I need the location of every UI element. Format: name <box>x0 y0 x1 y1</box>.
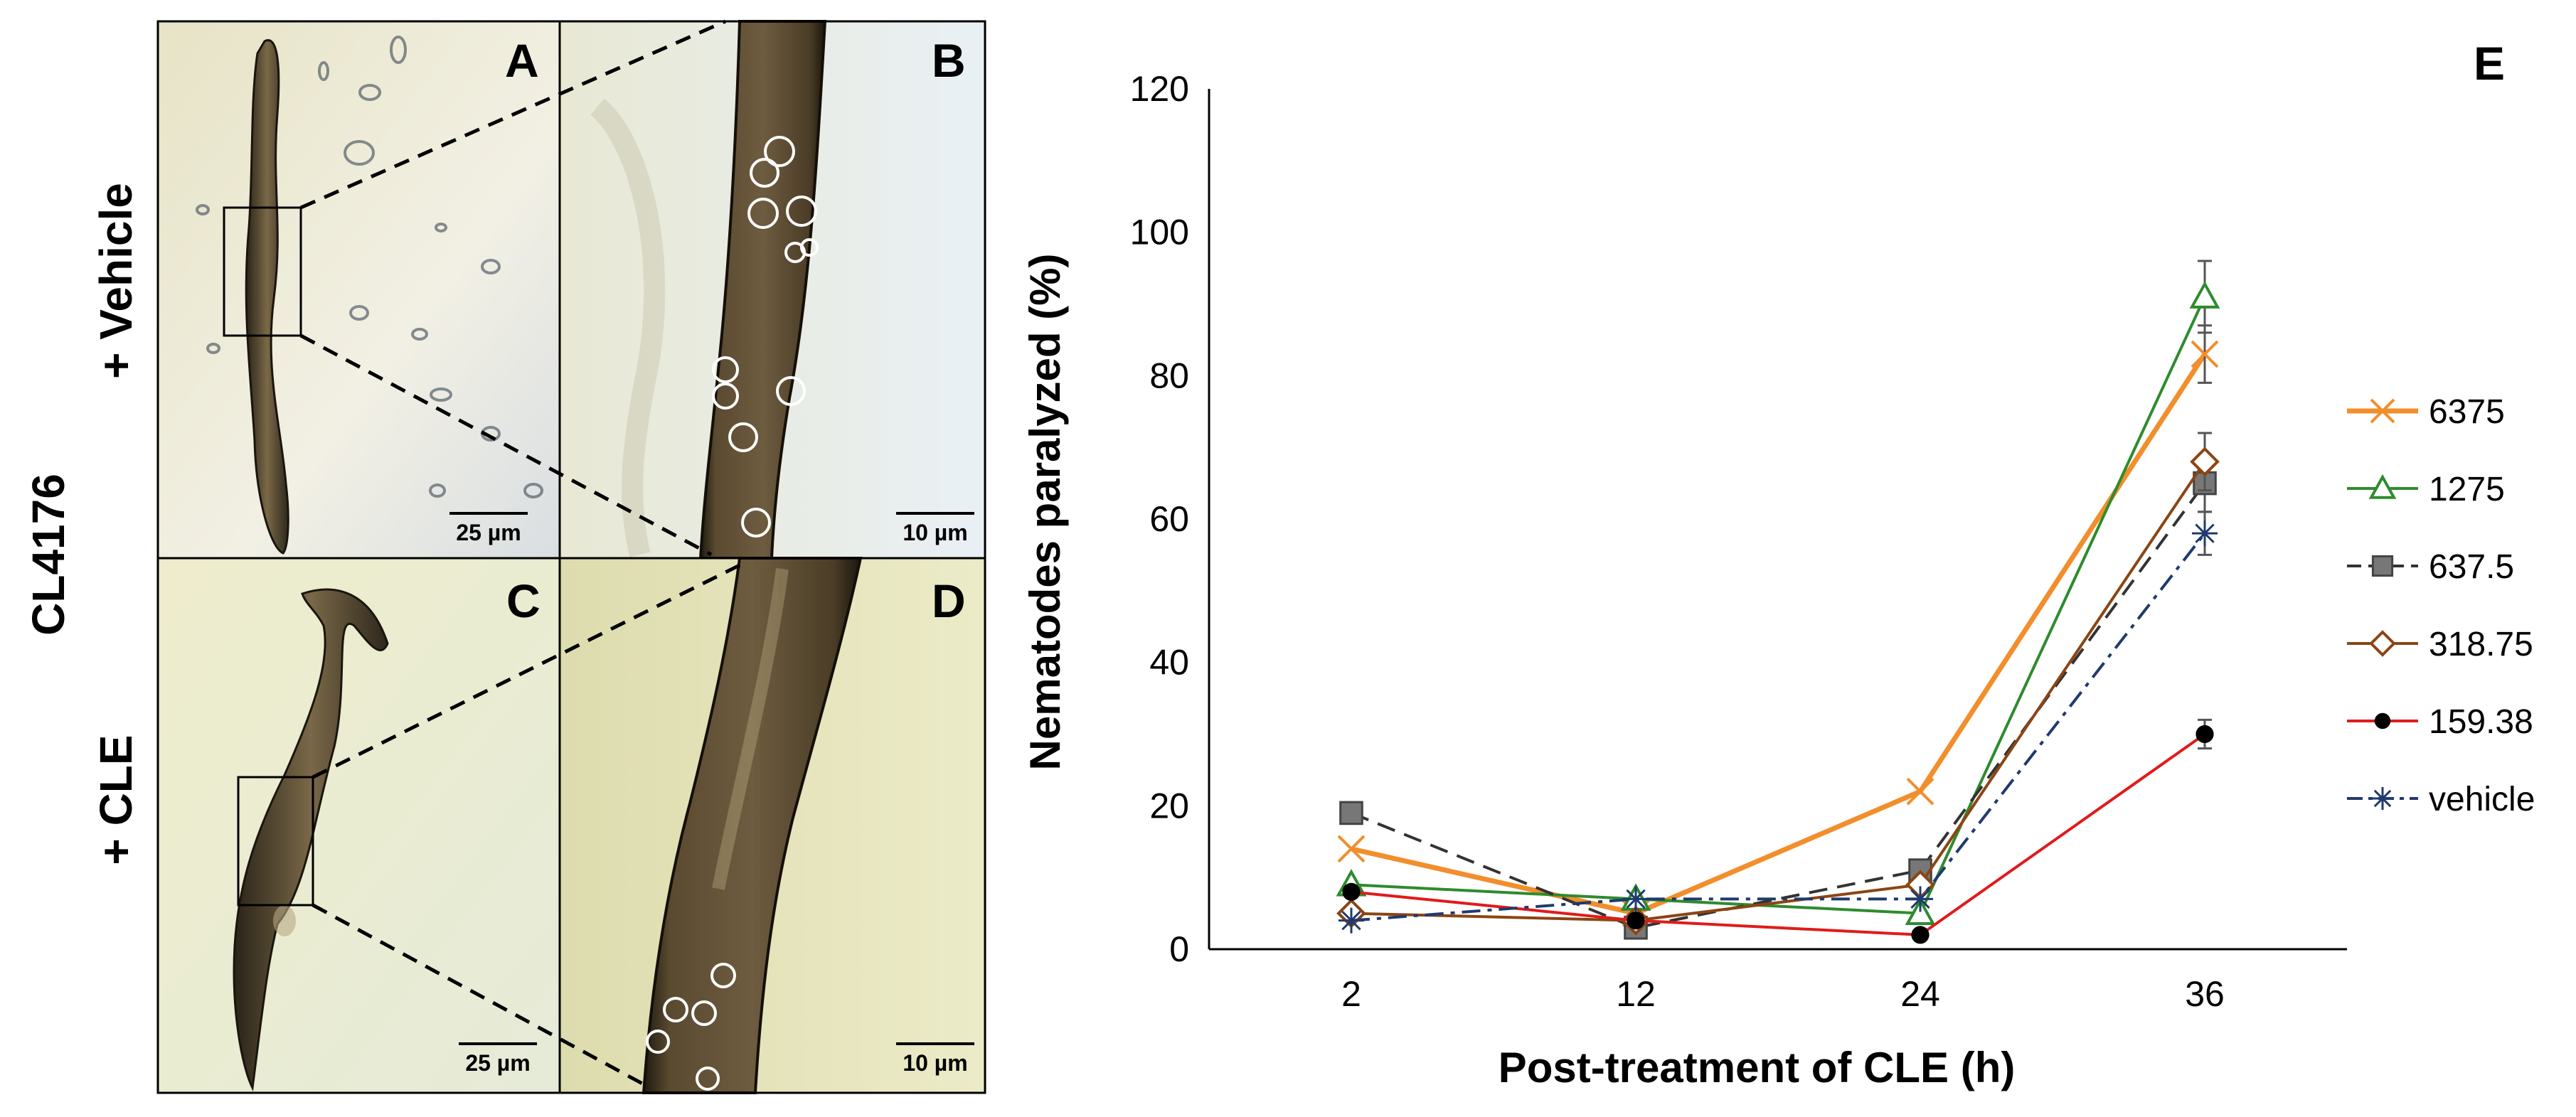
data-point <box>1911 926 1930 944</box>
panel-frames <box>156 20 986 1094</box>
worm-whole-vehicle <box>245 39 289 555</box>
data-point <box>1906 777 1934 806</box>
legend-label: 1275 <box>2429 471 2505 508</box>
micrograph-panel-c: 25 µm C <box>158 558 560 1093</box>
data-point <box>2190 447 2220 477</box>
panel-letter-d: D <box>932 574 966 627</box>
scale-bar-a: 25 µm <box>456 520 521 545</box>
legend-item-159.38: 159.38 <box>2347 703 2533 741</box>
row-label-vehicle: + Vehicle <box>90 183 142 379</box>
strain-label: CL4176 <box>23 474 74 636</box>
x-axis: 2 12 24 36 <box>1209 948 2347 1014</box>
y-tick-label: 120 <box>1130 69 1189 109</box>
data-point <box>2191 340 2219 368</box>
data-point <box>1623 886 1649 912</box>
series-line-1275 <box>1351 296 2206 915</box>
scale-bar-b: 10 µm <box>903 520 967 545</box>
series-637.5 <box>1339 453 2217 940</box>
scale-bar-d: 10 µm <box>903 1050 967 1076</box>
micrograph-panel-a: 25 µm A <box>158 21 560 558</box>
legend-marker <box>2371 787 2394 810</box>
data-point <box>1339 801 1363 825</box>
x-tick-label: 24 <box>1900 974 1940 1014</box>
legend-marker <box>2370 398 2395 424</box>
legend-item-vehicle: vehicle <box>2347 781 2535 818</box>
x-axis-title: Post-treatment of CLE (h) <box>1499 1044 2016 1091</box>
y-tick-label: 0 <box>1169 929 1189 969</box>
legend-label: 318.75 <box>2429 626 2533 663</box>
panel-letter-a: A <box>505 34 539 87</box>
legend-item-318.75: 318.75 <box>2347 626 2533 663</box>
zoom-box-c <box>237 776 314 907</box>
x-tick-label: 2 <box>1341 974 1361 1014</box>
series-line-6375 <box>1351 353 2207 916</box>
series-line-vehicle <box>1351 532 2206 922</box>
panel-letter-c: C <box>506 574 541 627</box>
data-point <box>1342 882 1361 901</box>
panel-letter-e: E <box>2474 37 2505 90</box>
line-chart: E 0 20 40 60 80 100 120 2 12 24 36 Nematodes para… <box>1021 37 2535 1091</box>
data-point <box>1907 886 1933 912</box>
y-tick-label: 60 <box>1149 499 1189 539</box>
y-axis: 0 20 40 60 80 100 120 <box>1130 69 1210 969</box>
legend-item-6375: 6375 <box>2347 393 2505 431</box>
data-point <box>1905 897 1936 925</box>
series-1275 <box>1336 260 2220 925</box>
scale-bar-c: 25 µm <box>465 1050 530 1076</box>
y-axis-title: Nematodes paralyzed (%) <box>1021 254 1069 771</box>
x-tick-label: 12 <box>1616 974 1656 1014</box>
micrograph-labels: CL4176 + Vehicle + CLE <box>23 183 142 865</box>
legend-marker <box>2371 555 2394 577</box>
x-tick-label: 36 <box>2185 974 2225 1014</box>
plot-series <box>1336 260 2220 944</box>
series-159.38 <box>1342 718 2214 944</box>
series-line-318.75 <box>1351 461 2206 922</box>
zoom-connectors <box>299 19 748 1086</box>
y-tick-label: 20 <box>1149 786 1189 825</box>
series-line-637.5 <box>1351 482 2206 929</box>
aggregate-circle <box>764 136 795 167</box>
data-point <box>1338 907 1364 934</box>
data-point <box>1337 835 1366 863</box>
legend-marker <box>2374 712 2391 729</box>
series-vehicle <box>1338 511 2218 934</box>
legend-item-637.5: 637.5 <box>2347 548 2514 586</box>
series-318.75 <box>1336 432 2220 936</box>
legend-label: 159.38 <box>2429 703 2533 741</box>
legend: 6375 1275 637.5 318.75 159.38 vehicle <box>2347 393 2535 818</box>
y-tick-label: 100 <box>1130 213 1189 252</box>
series-line-159.38 <box>1351 732 2206 936</box>
micrograph-panel-d: 10 µm D <box>560 557 985 1094</box>
zoom-box-a <box>223 206 302 337</box>
legend-label: vehicle <box>2429 781 2535 818</box>
micrograph-panel-b: 10 µm B <box>560 20 985 560</box>
y-tick-label: 40 <box>1149 643 1189 683</box>
legend-item-1275: 1275 <box>2347 471 2505 508</box>
panel-letter-b: B <box>932 34 966 87</box>
data-point <box>2192 520 2218 547</box>
y-tick-label: 80 <box>1149 356 1189 395</box>
legend-marker <box>2368 474 2397 499</box>
data-point <box>2189 281 2220 309</box>
row-label-cle: + CLE <box>90 734 142 865</box>
series-6375 <box>1337 324 2219 927</box>
data-point <box>1627 912 1645 930</box>
legend-label: 6375 <box>2429 393 2505 431</box>
legend-label: 637.5 <box>2429 548 2514 586</box>
worm-whole-cle <box>233 588 389 1092</box>
data-point <box>2196 725 2214 744</box>
legend-marker <box>2369 630 2396 657</box>
